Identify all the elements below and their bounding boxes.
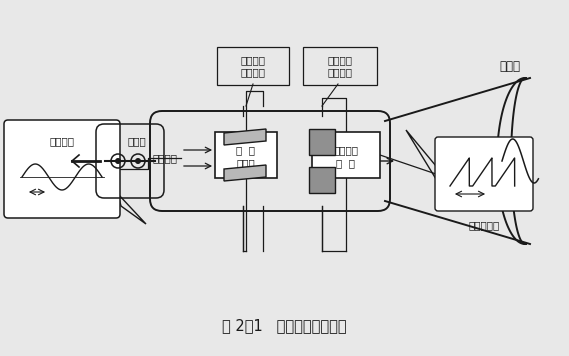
Circle shape (135, 158, 141, 164)
Polygon shape (224, 165, 266, 181)
Text: 输入信号: 输入信号 (50, 136, 75, 146)
FancyBboxPatch shape (309, 167, 335, 193)
Text: 输入信号: 输入信号 (153, 153, 178, 163)
Text: 形成水平
偏转电场: 形成水平 偏转电场 (328, 55, 353, 77)
Text: 电  路: 电 路 (336, 158, 356, 168)
FancyBboxPatch shape (312, 132, 380, 178)
Text: 示波管: 示波管 (500, 59, 521, 73)
FancyBboxPatch shape (215, 132, 277, 178)
Text: 形成垂直
偏转电场: 形成垂直 偏转电场 (241, 55, 266, 77)
FancyBboxPatch shape (4, 120, 120, 218)
Text: 放大器: 放大器 (237, 158, 255, 168)
FancyBboxPatch shape (309, 129, 335, 155)
Text: 扫描锯齿波: 扫描锯齿波 (468, 220, 500, 230)
Polygon shape (118, 194, 146, 224)
FancyBboxPatch shape (435, 137, 533, 211)
Circle shape (115, 158, 121, 164)
Text: 电子枪: 电子枪 (128, 136, 147, 146)
Text: 电子束: 电子束 (435, 152, 453, 162)
Text: 电  压: 电 压 (237, 145, 255, 155)
Polygon shape (406, 130, 436, 179)
Text: 图 2－1   示波管的工作原理: 图 2－1 示波管的工作原理 (222, 319, 347, 334)
Polygon shape (224, 129, 266, 145)
Text: 扫描锯齿: 扫描锯齿 (333, 145, 358, 155)
